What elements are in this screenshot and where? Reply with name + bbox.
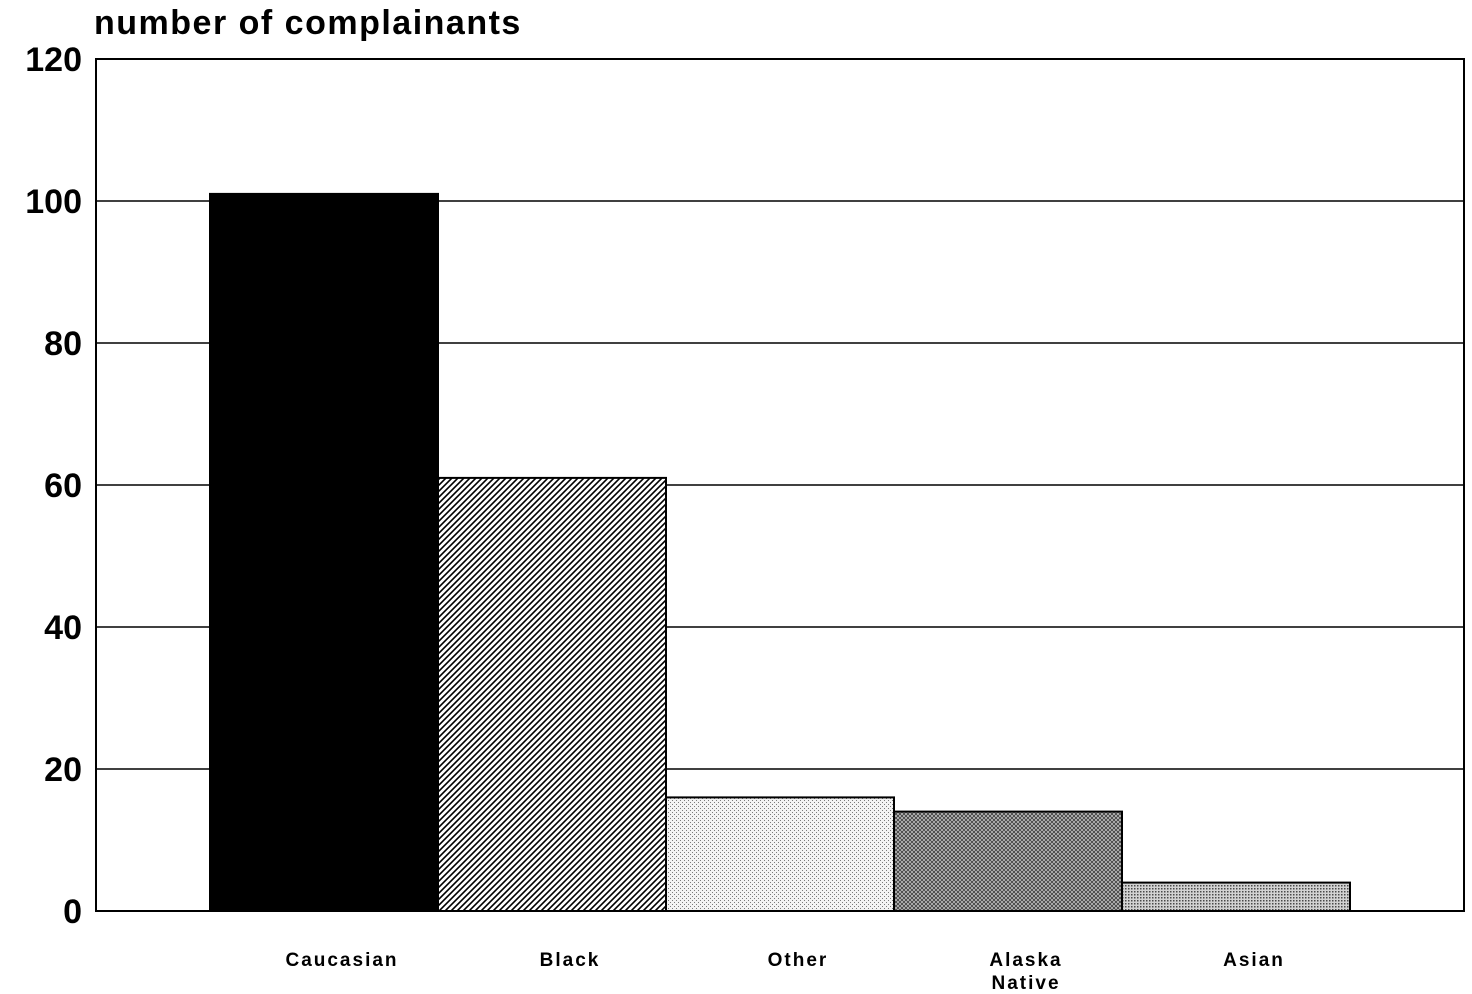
plot-frame: [95, 58, 1465, 912]
x-category-label: Caucasian: [285, 950, 398, 971]
y-tick-label: 120: [25, 41, 82, 79]
x-category-label: Asian: [1223, 950, 1285, 971]
bar-black: [437, 476, 667, 912]
x-category-label: Black: [540, 950, 601, 971]
bars: [209, 192, 1351, 913]
y-tick-labels: 0 20 40 60 80 100 120: [25, 41, 82, 931]
y-tick-label: 40: [44, 609, 82, 647]
bar-alaska-native: [893, 810, 1123, 912]
y-tick-label: 60: [44, 467, 82, 505]
x-category-label: Other: [768, 950, 829, 971]
y-tick-label: 20: [44, 751, 82, 789]
x-category-label: Native: [991, 973, 1060, 994]
y-axis-title: number of complainants: [94, 4, 522, 42]
x-category-label: Alaska: [989, 950, 1062, 971]
y-tick-label: 80: [44, 325, 82, 363]
bar-asian: [1121, 881, 1351, 912]
bar-caucasian: [209, 192, 439, 912]
bar-other: [665, 796, 895, 913]
y-tick-label: 0: [63, 893, 82, 931]
y-tick-label: 100: [25, 183, 82, 221]
